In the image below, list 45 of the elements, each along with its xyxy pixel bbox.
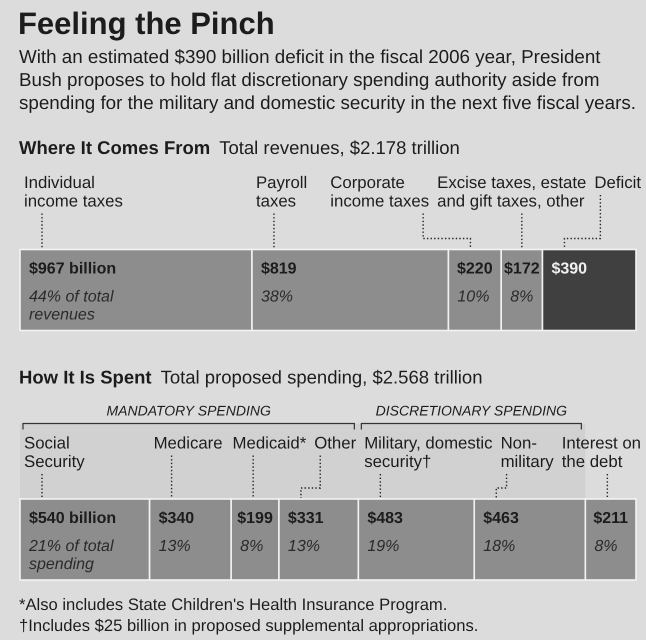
annotation: 8% [510, 288, 534, 306]
annotation: 13% [158, 538, 191, 555]
annotation: 44% of total revenues [29, 288, 114, 324]
annotation: 8% [594, 538, 618, 555]
series-label: Military, domestic security† [364, 434, 493, 471]
data-label: $819 [260, 260, 297, 278]
text: Corporate income taxes [330, 173, 430, 210]
band-label: MANDATORY SPENDING [106, 402, 271, 418]
data-label: $172 [504, 260, 540, 278]
chart-title: Where It Comes From [19, 137, 210, 158]
data-label: $483 [367, 510, 404, 527]
data-label: $331 [288, 510, 324, 527]
text: Deficit [594, 173, 642, 192]
text: *Also includes State Children's Health Insurance Program. [19, 595, 448, 614]
series-label: Interest on the debt [562, 434, 642, 471]
text: Medicaid* [232, 434, 307, 452]
text: With an estimated $390 billion deficit in the fiscal 2006 year, President Bush proposes to hold flat discretionary spending authority aside from spending for the military and domestic security in the next five fiscal years. [19, 46, 636, 113]
annotation: 21% of total spending [28, 538, 114, 573]
annotation: 19% [367, 538, 400, 555]
text: Other [314, 434, 357, 452]
series-label: Social Security [24, 434, 86, 471]
band-label: DISCRETIONARY SPENDING [376, 402, 568, 418]
annotation: 10% [457, 288, 490, 306]
text: Excise taxes, estate and gift taxes, other [437, 173, 586, 210]
series-label: Non-military [500, 434, 554, 471]
text: Medicare [154, 434, 223, 452]
data-label: $540 billion [29, 510, 116, 527]
data-label: $967 billion [29, 260, 116, 278]
text: Payroll taxes [256, 173, 308, 210]
chart-subtitle: Total revenues, $2.178 trillion [219, 137, 460, 158]
chart-subtitle: Total proposed spending, $2.568 trillion [160, 366, 483, 388]
data-label: $220 [457, 260, 493, 278]
text: †Includes $25 billion in proposed supplemental appropriations. [19, 616, 478, 635]
annotation: 8% [240, 538, 264, 555]
data-label: $463 [483, 510, 519, 527]
annotation: 18% [483, 538, 516, 555]
chart-title: How It Is Spent [19, 366, 152, 388]
data-label: $390 [551, 260, 588, 278]
annotation: 13% [288, 538, 320, 555]
annotation: 38% [260, 288, 293, 306]
data-label: $211 [593, 510, 628, 527]
text: Individual income taxes [24, 173, 123, 210]
data-label: $340 [158, 510, 194, 527]
data-label: $199 [237, 510, 273, 527]
text: Feeling the Pinch [18, 6, 275, 41]
